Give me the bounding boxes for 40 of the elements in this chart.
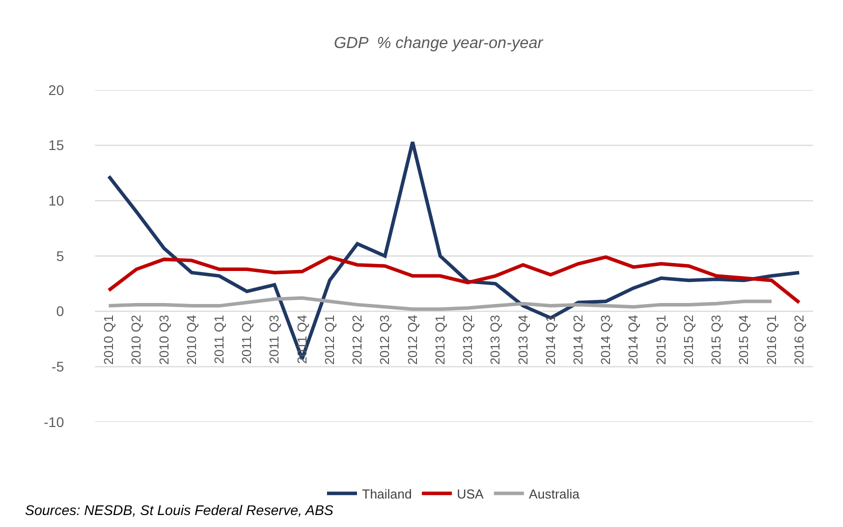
x-tick-label: 2010 Q1 <box>101 314 116 365</box>
y-tick-label: 15 <box>48 137 64 154</box>
chart-title: GDP % change year-on-year <box>334 35 544 52</box>
y-tick-label: 20 <box>48 82 64 98</box>
line-series <box>107 255 801 304</box>
y-tick-label: -5 <box>52 358 64 375</box>
x-tick-label: 2012 Q2 <box>350 314 365 365</box>
line-series <box>107 296 774 311</box>
y-tick-label: -10 <box>44 414 64 430</box>
x-tick-label: 2012 Q1 <box>322 314 337 365</box>
x-tick-label: 2014 Q4 <box>626 314 641 365</box>
legend-label: USA <box>456 486 484 502</box>
x-tick-label: 2011 Q3 <box>266 314 282 364</box>
x-tick-label: 2013 Q2 <box>460 314 476 365</box>
x-tick-label: 2010 Q4 <box>184 314 199 365</box>
x-tick-label: 2014 Q2 <box>570 314 586 365</box>
legend-label: Australia <box>528 486 580 502</box>
x-tick-label: 2014 Q3 <box>598 314 614 365</box>
x-tick-label: 2011 Q1 <box>211 314 226 364</box>
x-tick-label: 2015 Q4 <box>736 314 752 365</box>
x-tick-label: 2015 Q3 <box>708 314 724 365</box>
x-tick-label: 2013 Q3 <box>488 314 503 365</box>
x-tick-label: 2012 Q3 <box>377 314 392 365</box>
y-tick-label: 0 <box>56 303 64 320</box>
y-tick-label: 5 <box>56 248 64 264</box>
x-tick-label: 2011 Q4 <box>294 314 310 364</box>
x-tick-label: 2016 Q1 <box>764 314 779 365</box>
y-tick-label: 10 <box>48 192 64 209</box>
x-tick-label: 2015 Q2 <box>680 314 696 365</box>
x-tick-label: 2010 Q3 <box>156 314 172 365</box>
x-tick-label: 2013 Q4 <box>515 314 530 365</box>
x-tick-label: 2015 Q1 <box>653 314 668 365</box>
x-tick-label: 2012 Q4 <box>404 314 420 365</box>
x-tick-label: 2011 Q2 <box>239 314 254 364</box>
x-tick-label: 2013 Q1 <box>432 314 448 365</box>
x-tick-label: 2014 Q1 <box>542 314 558 365</box>
x-tick-label: 2010 Q2 <box>128 314 144 365</box>
legend-label: Thailand <box>362 486 412 502</box>
x-tick-label: 2016 Q2 <box>791 314 806 365</box>
source-note: Sources: NESDB, St Louis Federal Reserve, ABS <box>25 502 334 518</box>
